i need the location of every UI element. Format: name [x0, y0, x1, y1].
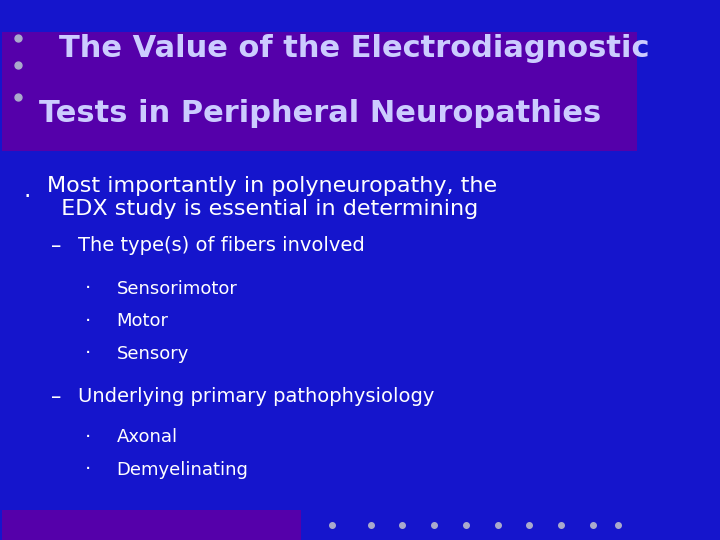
FancyBboxPatch shape	[2, 32, 637, 151]
Text: The Value of the Electrodiagnostic: The Value of the Electrodiagnostic	[59, 34, 649, 63]
Text: ·: ·	[85, 312, 91, 331]
Text: ·: ·	[85, 428, 91, 447]
Text: ·: ·	[85, 344, 91, 363]
Text: Most importantly in polyneuropathy, the
  EDX study is essential in determining: Most importantly in polyneuropathy, the …	[47, 176, 497, 219]
Text: Sensory: Sensory	[117, 345, 189, 363]
Text: –: –	[51, 235, 61, 256]
Text: –: –	[51, 387, 61, 407]
Text: Sensorimotor: Sensorimotor	[117, 280, 238, 298]
FancyBboxPatch shape	[2, 510, 301, 540]
Text: The type(s) of fibers involved: The type(s) of fibers involved	[78, 236, 365, 255]
Text: ·: ·	[85, 460, 91, 480]
Text: ·: ·	[85, 279, 91, 299]
Text: Motor: Motor	[117, 312, 168, 330]
Text: Axonal: Axonal	[117, 428, 178, 447]
Text: Underlying primary pathophysiology: Underlying primary pathophysiology	[78, 387, 435, 407]
Text: ·: ·	[24, 185, 31, 209]
Text: Tests in Peripheral Neuropathies: Tests in Peripheral Neuropathies	[39, 99, 600, 128]
Text: Demyelinating: Demyelinating	[117, 461, 248, 479]
